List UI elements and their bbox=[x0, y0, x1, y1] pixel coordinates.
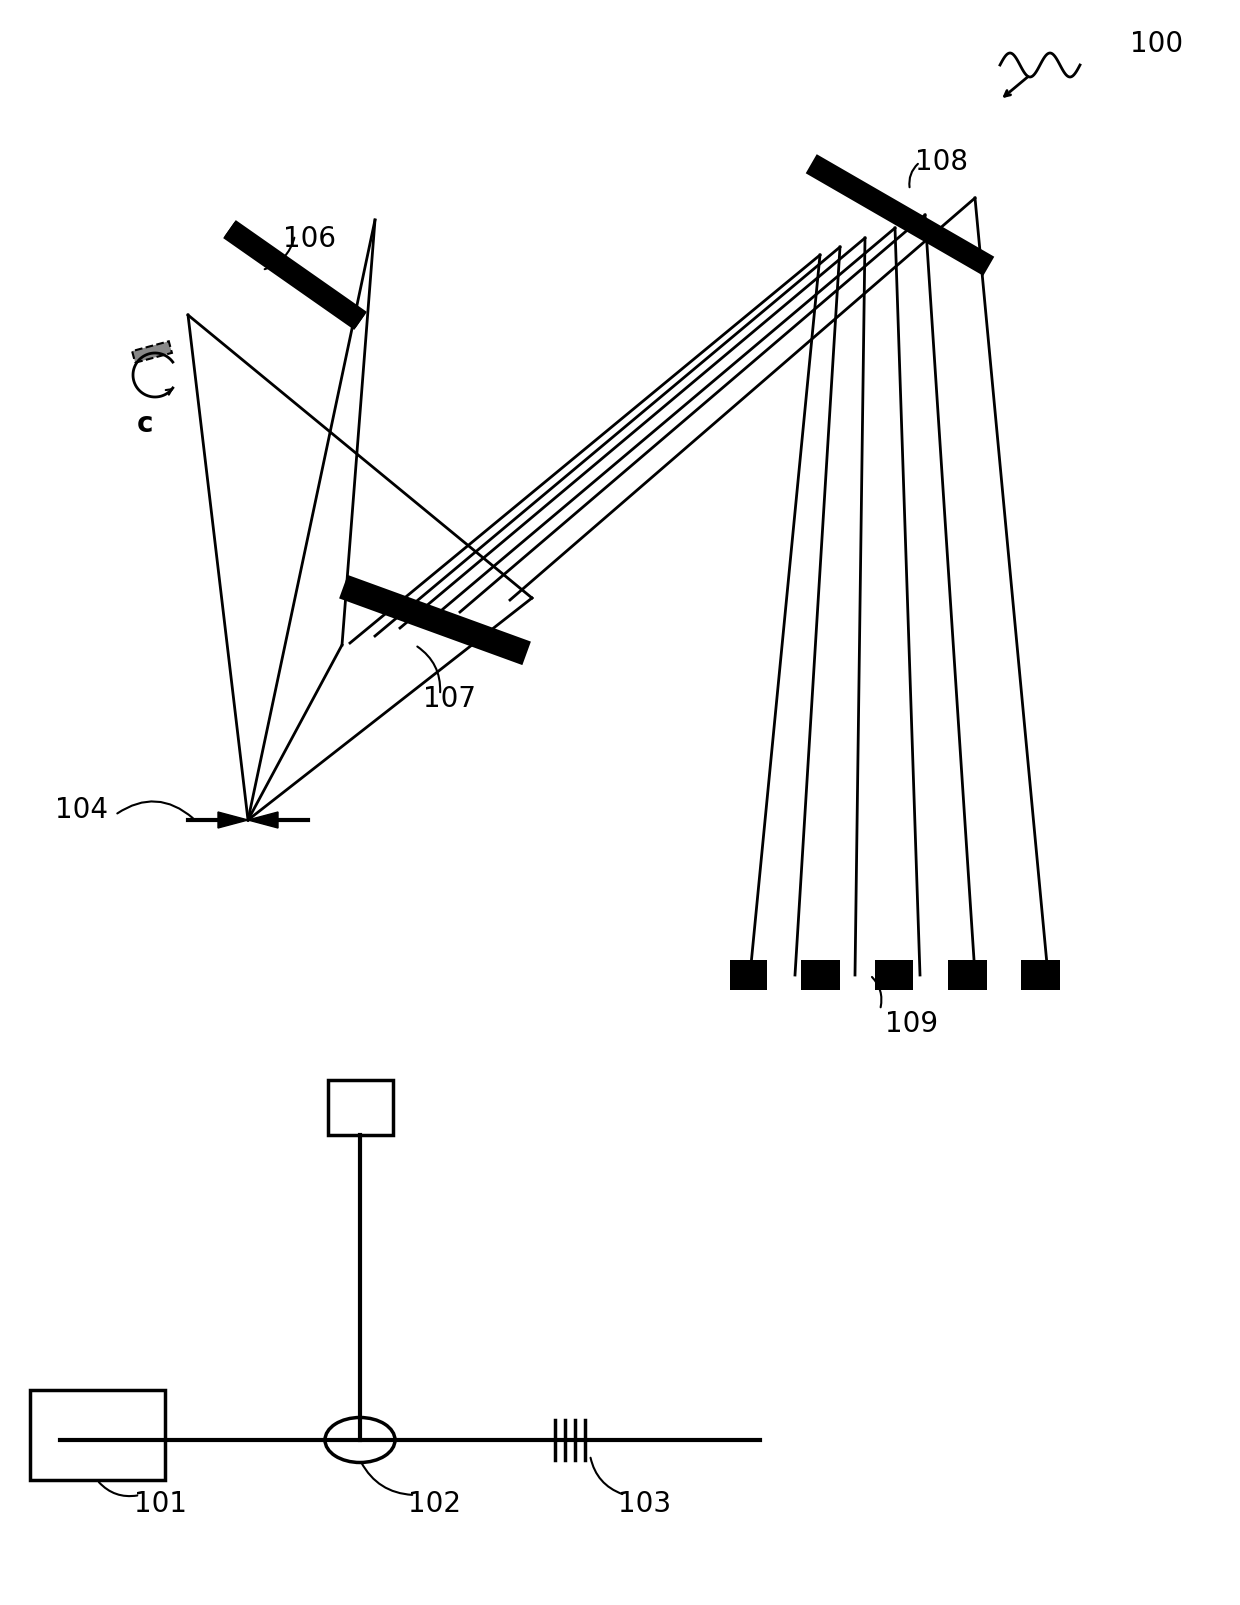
Bar bbox=[329, 1080, 393, 1135]
Bar bbox=[339, 575, 531, 664]
Bar bbox=[730, 960, 1060, 990]
Bar bbox=[30, 1390, 165, 1480]
Text: 106: 106 bbox=[284, 225, 336, 254]
Text: 102: 102 bbox=[408, 1489, 461, 1518]
Text: c: c bbox=[136, 409, 154, 438]
Bar bbox=[914, 960, 949, 990]
Bar bbox=[806, 154, 994, 276]
Polygon shape bbox=[248, 812, 278, 828]
Ellipse shape bbox=[325, 1417, 396, 1462]
PathPatch shape bbox=[224, 221, 366, 329]
Text: 101: 101 bbox=[134, 1489, 186, 1518]
FancyBboxPatch shape bbox=[133, 342, 172, 363]
Bar bbox=[223, 220, 367, 331]
Polygon shape bbox=[218, 812, 248, 828]
Text: 100: 100 bbox=[1130, 30, 1183, 58]
Text: 104: 104 bbox=[55, 796, 108, 823]
Text: 108: 108 bbox=[915, 148, 968, 177]
Bar bbox=[766, 960, 801, 990]
Bar bbox=[839, 960, 875, 990]
Text: 103: 103 bbox=[619, 1489, 672, 1518]
Text: 109: 109 bbox=[885, 1010, 939, 1038]
Bar bbox=[987, 960, 1022, 990]
Text: 107: 107 bbox=[424, 685, 476, 713]
